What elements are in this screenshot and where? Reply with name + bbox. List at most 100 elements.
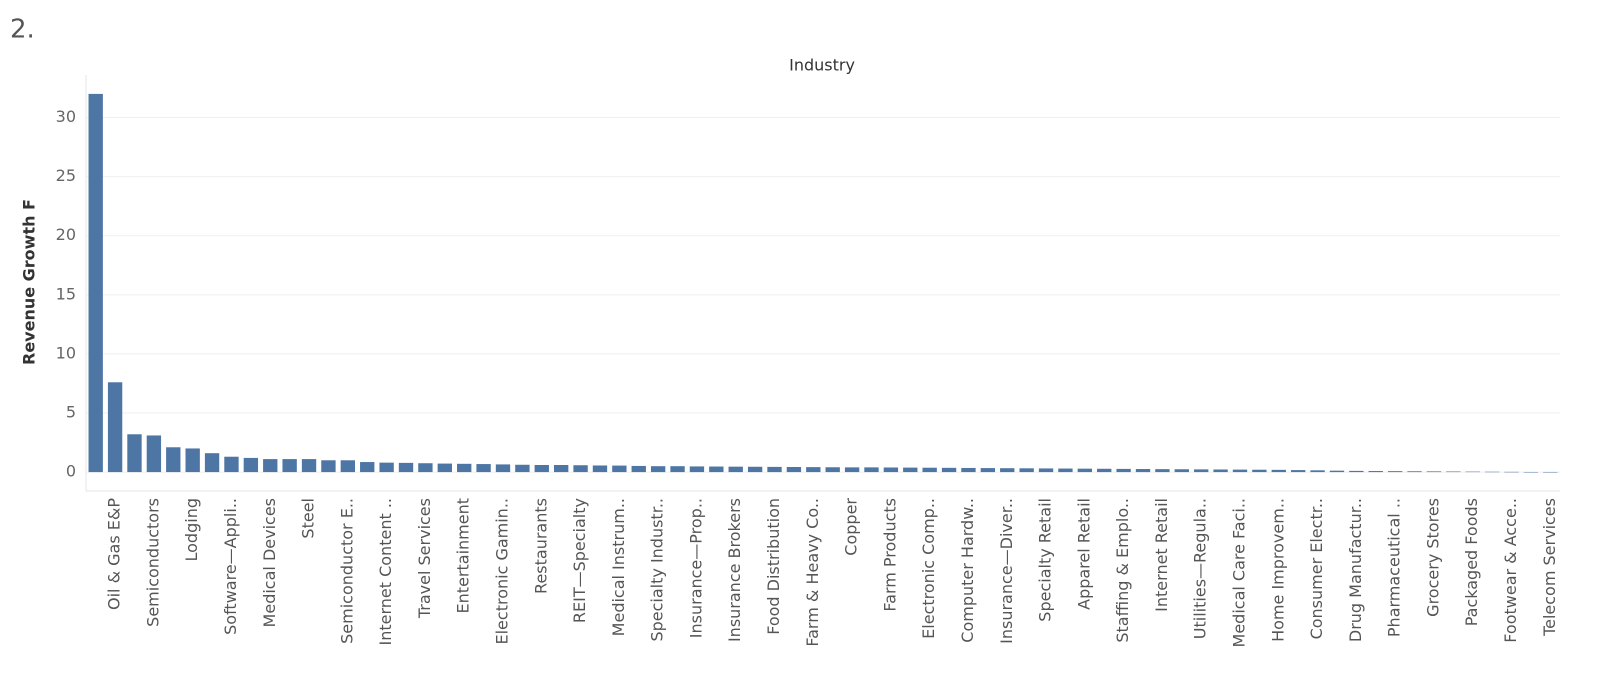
bar (1174, 469, 1189, 473)
bar (321, 460, 336, 473)
bar (844, 467, 860, 473)
bar (476, 464, 491, 473)
bar (650, 466, 666, 473)
bar (806, 467, 821, 473)
bar (747, 466, 763, 473)
x-tick-label: Electronic Gamin.. (492, 498, 511, 645)
bar (728, 466, 743, 473)
x-tick-label: Internet Content .. (376, 498, 395, 646)
bar (166, 447, 181, 473)
bar (1077, 468, 1093, 473)
bar (340, 460, 356, 473)
bar (903, 467, 918, 473)
x-tick-label: Lodging (182, 498, 201, 561)
x-tick-label: REIT—Specialty (570, 498, 589, 623)
bar (224, 456, 239, 473)
y-axis-label: Revenue Growth F (20, 199, 39, 365)
bar (1290, 470, 1306, 473)
bar (1194, 469, 1209, 473)
bar (243, 457, 259, 473)
x-tick-label: Consumer Electr.. (1307, 498, 1326, 639)
y-tick-label: 30 (56, 107, 76, 126)
bar (379, 462, 394, 473)
bar (1213, 469, 1228, 473)
x-tick-label: Software—Appli.. (221, 498, 240, 635)
x-tick-label: Semiconductors (143, 498, 162, 627)
x-tick-label: Insurance—Prop.. (686, 498, 705, 638)
x-tick-label: Copper (842, 498, 861, 556)
bar (1271, 469, 1286, 473)
x-tick-label: Medical Devices (260, 498, 279, 627)
bar (457, 463, 472, 473)
x-tick-label: Electronic Comp.. (919, 498, 938, 639)
bar (1368, 471, 1383, 473)
bar (1465, 471, 1480, 473)
bar (941, 467, 957, 473)
bar (1349, 470, 1364, 473)
bar (689, 466, 705, 473)
x-tick-label: Insurance—Diver.. (997, 498, 1016, 644)
bar (1426, 471, 1442, 473)
x-tick-label: Steel (299, 498, 318, 539)
bar (1387, 471, 1403, 473)
x-tick-label: Farm & Heavy Co.. (803, 498, 822, 647)
x-tick-label: Utilities—Regula.. (1191, 498, 1210, 639)
x-tick-label: Home Improvem.. (1268, 498, 1287, 642)
bar (631, 465, 646, 473)
bar (1446, 471, 1461, 473)
bar (767, 466, 782, 473)
bar (825, 467, 840, 473)
bar (127, 434, 142, 473)
page-title: 2. (10, 15, 35, 45)
x-tick-label: Medical Instrum.. (609, 498, 628, 636)
bar (709, 466, 724, 473)
x-tick-label: Specialty Retail (1036, 498, 1055, 622)
bar (786, 467, 802, 473)
x-tick-label: Semiconductor E.. (337, 498, 356, 644)
bar (1252, 469, 1267, 473)
bar (573, 465, 588, 473)
x-tick-label: Restaurants (531, 498, 550, 594)
y-tick-label: 20 (56, 225, 76, 244)
bar (1543, 471, 1558, 473)
bar (204, 453, 220, 473)
x-tick-label: Insurance Brokers (725, 498, 744, 642)
y-tick-label: 15 (56, 284, 76, 303)
bar (418, 463, 433, 473)
bar (1019, 468, 1034, 473)
y-tick-label: 5 (66, 403, 76, 422)
bar (1038, 468, 1054, 473)
x-tick-label: Travel Services (415, 498, 434, 619)
bar (1523, 471, 1539, 473)
bar (612, 465, 627, 473)
x-tick-label: Internet Retail (1152, 498, 1171, 612)
bar (1329, 470, 1345, 473)
bar (107, 382, 123, 473)
bar (398, 462, 414, 473)
bar (961, 467, 976, 473)
bar (360, 462, 375, 473)
bar (1135, 469, 1151, 473)
x-tick-label: Grocery Stores (1423, 498, 1442, 617)
bar (1310, 470, 1325, 473)
x-tick-label: Apparel Retail (1074, 498, 1093, 610)
y-tick-label: 0 (66, 462, 76, 481)
x-tick-label: Farm Products (880, 498, 899, 612)
x-tick-label: Packaged Foods (1462, 498, 1481, 626)
x-tick-label: Medical Care Faci.. (1229, 498, 1248, 647)
bar (146, 435, 162, 473)
bar (1232, 469, 1248, 473)
y-tick-label: 25 (56, 166, 76, 185)
bar (1504, 471, 1519, 473)
x-tick-label: Entertainment (454, 498, 473, 613)
bar (1058, 468, 1073, 473)
bar (185, 448, 200, 473)
bar (534, 465, 549, 473)
bar (515, 464, 530, 473)
x-tick-label: Food Distribution (764, 498, 783, 635)
bar (282, 459, 297, 473)
bar (592, 465, 608, 473)
bar (263, 459, 278, 473)
bar (1097, 468, 1112, 473)
bar (1000, 468, 1015, 473)
